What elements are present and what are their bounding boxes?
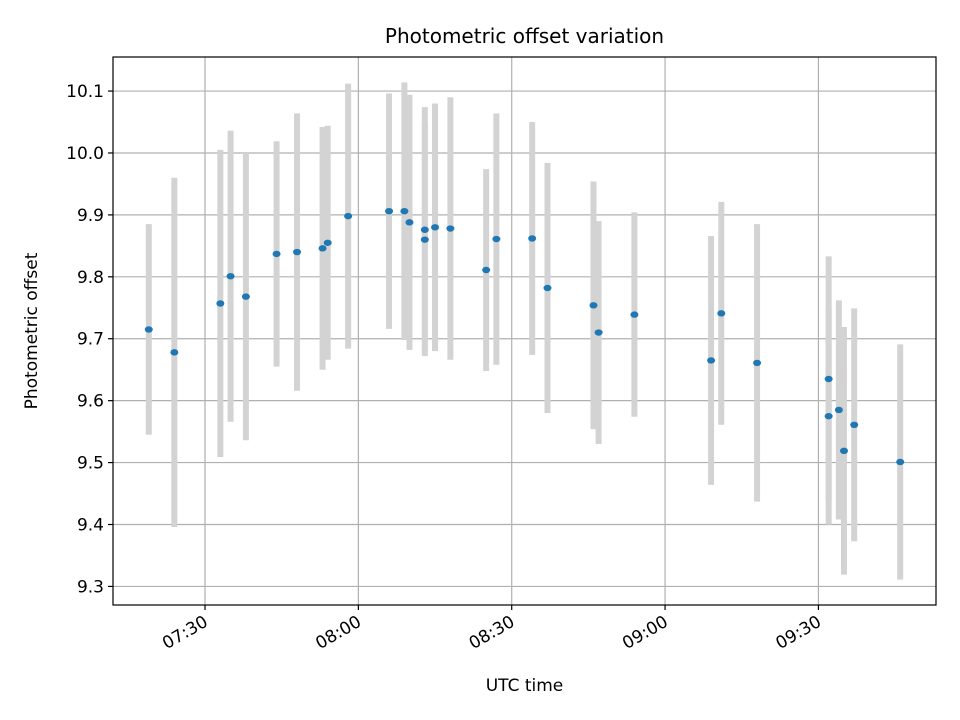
data-point: [344, 212, 353, 220]
data-points: [144, 207, 905, 466]
data-point: [543, 284, 552, 292]
data-point: [400, 207, 409, 215]
y-tick-label: 9.8: [77, 268, 104, 288]
y-tick-label: 10.0: [66, 144, 104, 164]
y-tick-label: 9.9: [77, 206, 104, 226]
data-point: [753, 359, 762, 367]
y-tick-label: 9.5: [77, 454, 104, 474]
plot-frame: [112, 56, 937, 606]
data-point: [318, 245, 327, 252]
data-point: [272, 250, 281, 258]
data-point: [241, 293, 250, 300]
data-point: [293, 248, 302, 256]
y-tick-label: 9.3: [77, 577, 104, 597]
y-axis-title: Photometric offset: [22, 252, 42, 409]
data-point: [226, 273, 235, 280]
data-point: [839, 447, 848, 455]
grid: [113, 57, 936, 605]
data-point: [144, 326, 153, 333]
data-point: [630, 311, 639, 318]
data-point: [170, 349, 179, 356]
data-point: [707, 357, 716, 364]
x-axis-title: UTC time: [486, 676, 564, 696]
data-point: [824, 375, 833, 383]
data-point: [446, 225, 455, 232]
data-point: [420, 236, 429, 243]
data-point: [589, 302, 598, 309]
y-tick-label: 10.1: [66, 82, 104, 102]
data-point: [420, 226, 429, 233]
data-point: [482, 266, 491, 274]
data-point: [492, 235, 501, 243]
data-point: [834, 406, 843, 414]
data-point: [896, 458, 905, 466]
data-point: [824, 412, 833, 420]
data-point: [385, 207, 394, 215]
y-tick-label: 9.4: [77, 516, 104, 536]
data-point: [216, 300, 225, 307]
y-tick-label: 9.7: [77, 330, 104, 350]
y-tick-label: 9.6: [77, 392, 104, 412]
data-point: [405, 219, 414, 226]
data-point: [594, 329, 603, 336]
data-point: [431, 224, 440, 231]
data-point: [850, 421, 859, 429]
chart-title: Photometric offset variation: [385, 24, 664, 48]
data-point: [323, 239, 332, 246]
data-point: [528, 235, 537, 242]
data-point: [717, 310, 726, 317]
y-axis: 9.3 9.4 9.5 9.6 9.7 9.8 9.9 10.0 10.1: [66, 82, 113, 597]
